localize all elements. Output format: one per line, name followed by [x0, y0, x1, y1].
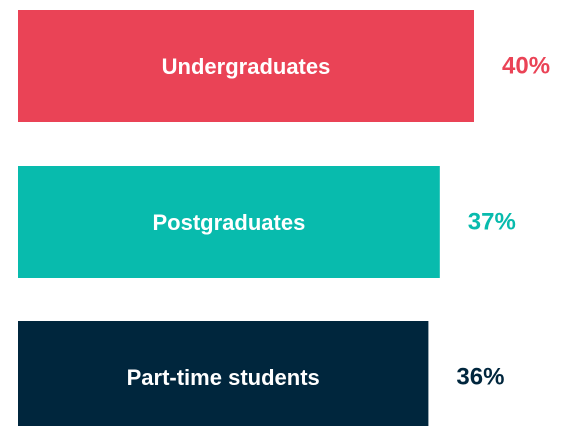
bar [18, 10, 474, 122]
bar-label: Part-time students [127, 365, 320, 390]
value-label: 37% [468, 208, 516, 235]
value-label: 36% [456, 363, 504, 390]
bar-label: Undergraduates [162, 54, 331, 79]
value-label: 40% [502, 52, 550, 79]
bar-label: Postgraduates [152, 210, 305, 235]
bar [18, 321, 429, 426]
bar [18, 166, 440, 278]
